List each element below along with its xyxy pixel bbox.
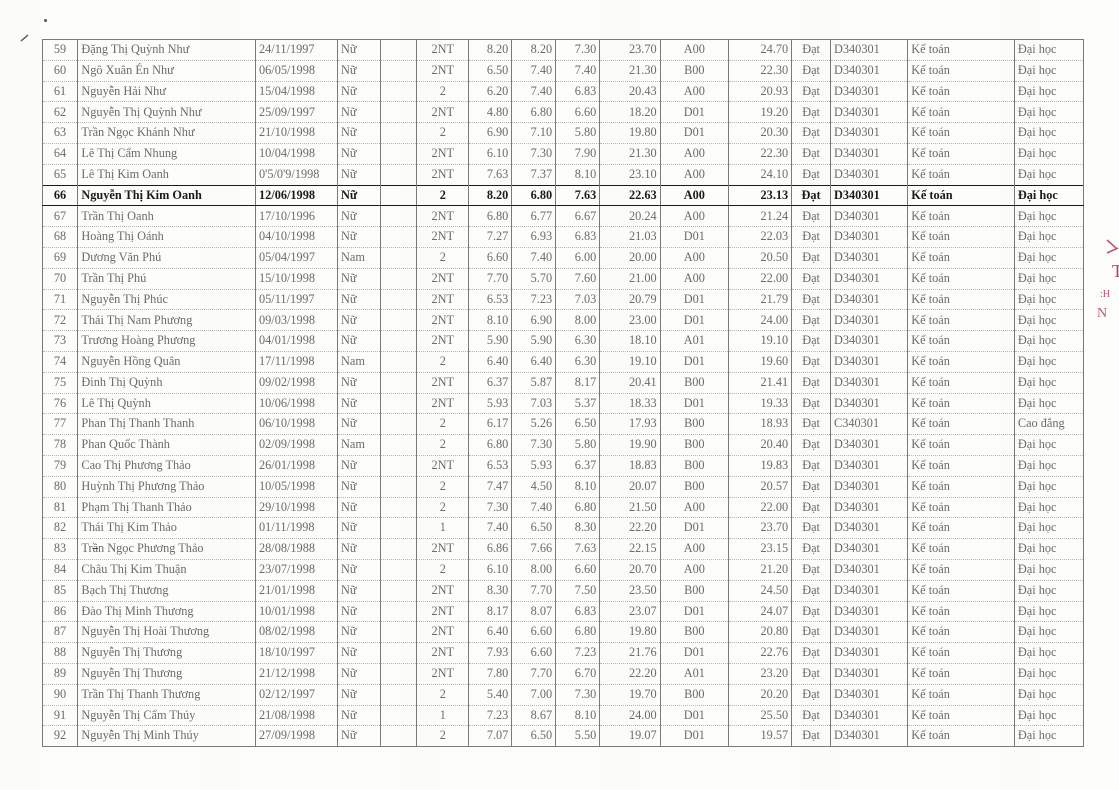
svg-text:T: T xyxy=(1112,261,1119,281)
svg-text:N: N xyxy=(1097,306,1107,321)
svg-text::H: :H xyxy=(1100,289,1110,300)
